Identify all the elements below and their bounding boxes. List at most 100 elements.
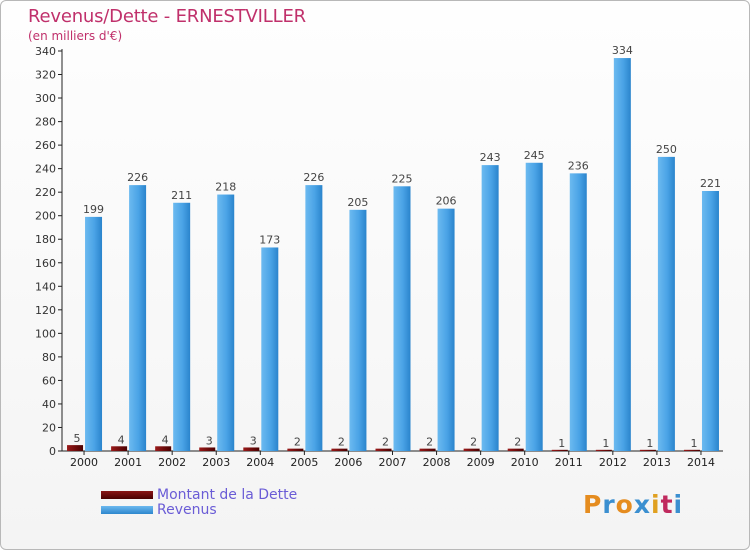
data-label-revenue: 226: [127, 171, 148, 184]
chart-title: Revenus/Dette - ERNESTVILLER: [28, 6, 306, 27]
bar-revenue: [481, 165, 499, 451]
y-axis: 0 20 40 60 80 100 120 140 160 180 200 220 240 260 280 3…: [35, 45, 63, 458]
bar-revenue: [129, 185, 147, 451]
bar-revenue: [393, 186, 411, 451]
data-label-debt: 2: [514, 436, 521, 449]
y-tick-label: 40: [42, 398, 56, 411]
bar-debt: [199, 447, 216, 451]
y-tick-label: 200: [35, 210, 56, 223]
chart-subtitle: (en milliers d'€): [28, 29, 123, 43]
bar-debt: [287, 448, 304, 451]
x-tick-label: 2011: [555, 456, 583, 469]
legend: Montant de la Dette Revenus: [101, 486, 298, 518]
bar-debt: [243, 447, 260, 451]
data-label-debt: 1: [558, 437, 565, 450]
bar-debt: [155, 446, 172, 451]
bar-revenue: [701, 191, 719, 451]
legend-item-revenue: Revenus: [101, 501, 297, 518]
x-tick-label: 2012: [599, 456, 627, 469]
bar-revenue: [349, 209, 367, 451]
data-label-revenue: 211: [171, 189, 192, 202]
x-tick-label: 2003: [202, 456, 230, 469]
bar-revenue: [173, 202, 191, 451]
data-label-revenue: 250: [656, 143, 677, 156]
data-label-revenue: 236: [568, 159, 589, 172]
data-label-revenue: 221: [700, 177, 721, 190]
y-tick-label: 260: [35, 139, 56, 152]
bar-revenue: [217, 194, 235, 451]
bar-debt: [639, 449, 656, 451]
x-tick-label: 2013: [643, 456, 671, 469]
bar-revenue: [569, 173, 587, 451]
bar-revenue: [261, 247, 279, 451]
data-labels: 5199422642113218317322262205222522062243…: [74, 44, 721, 450]
y-tick-label: 0: [49, 445, 56, 458]
y-tick-label: 20: [42, 421, 56, 434]
data-label-debt: 2: [338, 436, 345, 449]
data-label-debt: 2: [426, 436, 433, 449]
bar-debt: [331, 448, 348, 451]
bar-debt: [551, 449, 568, 451]
bars: [67, 58, 719, 451]
data-label-debt: 4: [118, 433, 125, 446]
y-tick-label: 60: [42, 374, 56, 387]
data-label-debt: 5: [74, 432, 81, 445]
bar-debt: [463, 448, 480, 451]
y-tick-label: 140: [35, 280, 56, 293]
y-tick-label: 240: [35, 163, 56, 176]
y-tick-label: 320: [35, 69, 56, 82]
data-label-revenue: 218: [215, 181, 236, 194]
y-tick-label: 340: [35, 45, 56, 58]
bar-debt: [67, 445, 84, 451]
x-tick-label: 2004: [246, 456, 274, 469]
data-label-debt: 3: [250, 434, 257, 447]
y-tick-label: 120: [35, 304, 56, 317]
data-label-debt: 1: [690, 437, 697, 450]
legend-swatch-revenue: [101, 505, 153, 514]
data-label-revenue: 206: [436, 195, 457, 208]
legend-swatch-debt: [101, 490, 153, 499]
data-label-revenue: 243: [480, 151, 501, 164]
bar-revenue: [613, 58, 631, 451]
y-tick-label: 80: [42, 351, 56, 364]
y-tick-label: 280: [35, 116, 56, 129]
bar-revenue: [437, 208, 455, 451]
data-label-debt: 4: [162, 433, 169, 446]
proxiti-logo: Proxiti: [583, 490, 684, 519]
y-tick-label: 180: [35, 233, 56, 246]
data-label-revenue: 199: [83, 203, 104, 216]
data-label-revenue: 245: [524, 149, 545, 162]
legend-label-debt: Montant de la Dette: [157, 486, 298, 503]
y-tick-label: 100: [35, 327, 56, 340]
data-label-debt: 2: [382, 436, 389, 449]
data-label-debt: 3: [206, 434, 213, 447]
bar-revenue: [305, 185, 323, 451]
data-label-revenue: 205: [347, 196, 368, 209]
bar-debt: [595, 449, 612, 451]
x-tick-label: 2010: [511, 456, 539, 469]
data-label-revenue: 173: [259, 233, 280, 246]
x-tick-label: 2009: [467, 456, 495, 469]
x-tick-label: 2005: [290, 456, 318, 469]
bar-revenue: [85, 216, 103, 451]
x-tick-label: 2006: [334, 456, 362, 469]
bar-debt: [111, 446, 128, 451]
data-label-debt: 1: [646, 437, 653, 450]
bar-revenue: [657, 156, 675, 451]
x-tick-label: 2002: [158, 456, 186, 469]
x-tick-label: 2008: [423, 456, 451, 469]
bar-debt: [507, 448, 524, 451]
data-label-debt: 2: [294, 436, 301, 449]
data-label-revenue: 226: [303, 171, 324, 184]
x-tick-label: 2000: [70, 456, 98, 469]
y-tick-label: 160: [35, 257, 56, 270]
x-tick-label: 2014: [687, 456, 715, 469]
legend-label-revenue: Revenus: [157, 501, 217, 518]
bar-revenue: [525, 162, 543, 451]
bar-debt: [419, 448, 436, 451]
x-axis: 2000 2001 2002 2003 2004 2005 2006 2007 2008 2009…: [62, 450, 723, 469]
y-tick-label: 220: [35, 186, 56, 199]
x-tick-label: 2001: [114, 456, 142, 469]
